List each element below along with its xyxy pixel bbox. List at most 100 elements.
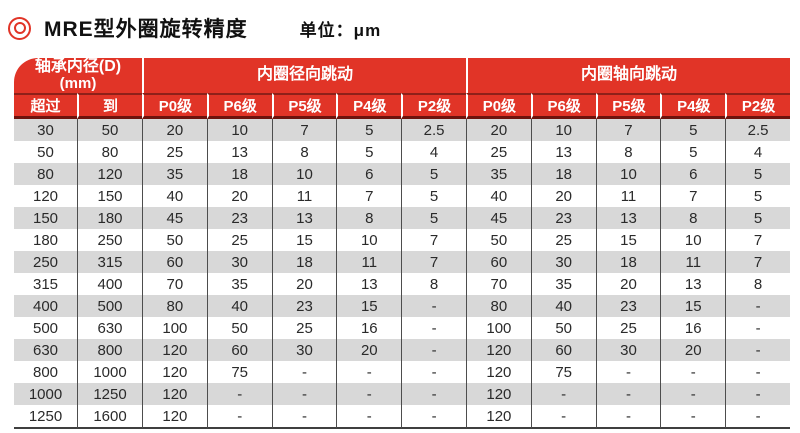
- table-cell: 100: [465, 317, 531, 339]
- unit-label: 单位：μm: [299, 20, 382, 40]
- table-row: 500 630 100 50 25 16-100 50 25 16-: [14, 317, 790, 339]
- table-row: 630 800 120 60 30 20-120 60 30 20-: [14, 339, 790, 361]
- header-grade-axial-p5: P5级: [595, 93, 661, 119]
- table-cell: 30: [271, 339, 337, 361]
- table-cell: 13: [660, 273, 725, 295]
- table-cell: 20: [142, 119, 207, 141]
- table-cell: 30: [14, 119, 77, 141]
- table-cell: 7: [725, 229, 790, 251]
- table-cell: 80: [14, 163, 77, 185]
- table-cell: -: [206, 383, 272, 405]
- table-cell: 25: [206, 229, 272, 251]
- table-cell: 40: [530, 295, 596, 317]
- table-cell: 50: [465, 229, 531, 251]
- table-cell: 40: [206, 295, 272, 317]
- table-cell: 1000: [77, 361, 142, 383]
- table-cell: 23: [530, 207, 596, 229]
- table-cell: 25: [271, 317, 337, 339]
- header-grade-axial-p6: P6级: [530, 93, 596, 119]
- table-cell: 50: [530, 317, 596, 339]
- table-cell: 18: [595, 251, 661, 273]
- header-grade-axial-p4: P4级: [660, 93, 726, 119]
- table-cell: -: [271, 361, 337, 383]
- table-row: 800 1000 120 75- - -120 75- - -: [14, 361, 790, 383]
- table-cell: -: [725, 295, 790, 317]
- header-grade-radial-p4: P4级: [336, 93, 402, 119]
- table-cell: -: [595, 383, 661, 405]
- table-cell: -: [660, 361, 725, 383]
- table-cell: 500: [77, 295, 142, 317]
- header-to: 到: [77, 93, 142, 119]
- table-cell: 6: [336, 163, 402, 185]
- table-cell: -: [725, 383, 790, 405]
- table-cell: 50: [142, 229, 207, 251]
- table-cell: -: [336, 361, 401, 383]
- table-cell: 15: [660, 295, 726, 317]
- table-cell: -: [336, 383, 402, 405]
- table-cell: 120: [465, 361, 531, 383]
- table-cell: 630: [77, 317, 142, 339]
- table-cell: -: [336, 405, 402, 429]
- table-cell: 13: [530, 141, 596, 163]
- table-cell: 8: [401, 273, 466, 295]
- table-cell: -: [271, 405, 337, 429]
- table-cell: 1250: [14, 405, 77, 429]
- table-cell: 15: [336, 295, 402, 317]
- table-row: 150 180 45 23 13 8 5 45 23 13 8 5: [14, 207, 790, 229]
- table-cell: 18: [271, 251, 337, 273]
- table-cell: 7: [401, 229, 466, 251]
- table-cell: 15: [271, 229, 337, 251]
- table-cell: 120: [465, 383, 531, 405]
- table-cell: 7: [595, 119, 661, 141]
- table-cell: 120: [142, 383, 207, 405]
- table-cell: 25: [530, 229, 596, 251]
- table-cell: 180: [32, 231, 59, 249]
- table-cell: 5: [660, 141, 725, 163]
- table-cell: 7: [660, 185, 725, 207]
- header-grade-radial-p2: P2级: [401, 93, 466, 119]
- table-cell: 8: [336, 207, 402, 229]
- table-cell: 180: [77, 207, 142, 229]
- table-cell: 50: [206, 317, 272, 339]
- table-cell: 5: [725, 207, 790, 229]
- precision-table: 轴承内径(D) (mm) 内圈径向跳动 内圈轴向跳动 超过 到 P0级 P6级 P5…: [14, 58, 790, 429]
- table-cell: 16: [660, 317, 725, 339]
- page-title: MRE型外圈旋转精度: [44, 18, 248, 41]
- bullseye-inner-ring: [13, 22, 26, 34]
- table-cell: 120: [142, 405, 207, 429]
- table-cell: 60: [465, 251, 531, 273]
- table-cell: 75: [530, 361, 596, 383]
- table-cell: 5: [401, 163, 466, 185]
- table-cell: 45: [465, 207, 531, 229]
- table-cell: 25: [465, 141, 531, 163]
- table-cell: -: [725, 405, 790, 429]
- table-cell: -: [401, 339, 466, 361]
- table-cell: 7: [401, 251, 466, 273]
- table-cell: -: [271, 383, 337, 405]
- table-row: 80 120 35 18 10 6 5 35 18 10 6 5: [14, 163, 790, 185]
- header-over: 超过: [14, 93, 77, 119]
- table-cell: 5: [660, 119, 726, 141]
- table-cell: 75: [206, 361, 272, 383]
- table-cell: 25: [595, 317, 661, 339]
- table-row: 1250 1600 120- - - -120- - - -: [14, 405, 790, 429]
- table-cell: 100: [142, 317, 207, 339]
- table-cell: 70: [465, 273, 531, 295]
- header-bore-diameter: 轴承内径(D) (mm): [14, 58, 142, 93]
- table-cell: 80: [142, 295, 207, 317]
- header-grade-axial-p2: P2级: [725, 93, 790, 119]
- table-cell: 120: [32, 187, 59, 205]
- header-grade-radial-p0: P0级: [142, 93, 207, 119]
- table-cell: 120: [465, 405, 531, 429]
- table-cell: 70: [142, 273, 207, 295]
- table-cell: 630: [14, 339, 77, 361]
- table-row: 250 315 60 30 18 11 7 60 30 18 11 7: [14, 251, 790, 273]
- table-cell: -: [401, 383, 466, 405]
- table-cell: 45: [142, 207, 207, 229]
- table-cell: 250: [14, 251, 77, 273]
- table-cell: 10: [530, 119, 596, 141]
- table-cell: 11: [271, 185, 337, 207]
- table-cell: 250: [77, 229, 142, 251]
- table-cell: -: [725, 339, 790, 361]
- table-row: 400 500 80 40 23 15-80 40 23 15-: [14, 295, 790, 317]
